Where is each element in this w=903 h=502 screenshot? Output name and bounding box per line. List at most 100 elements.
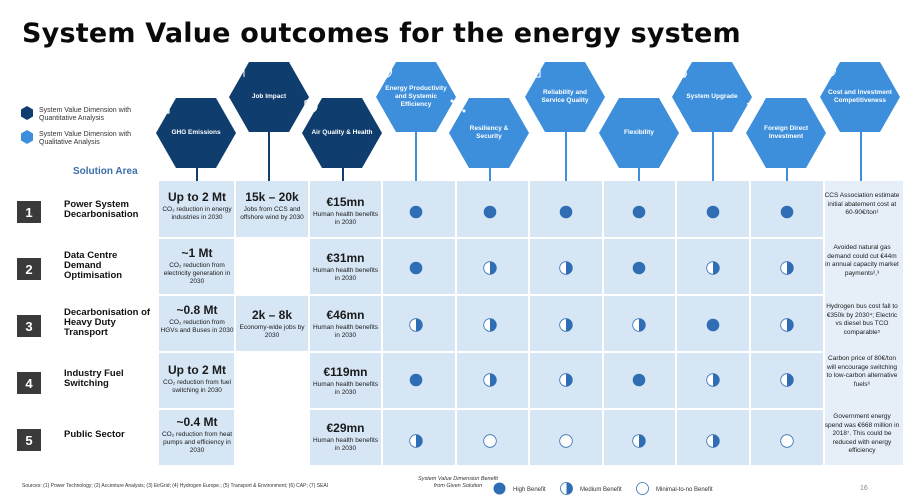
dimension-label: Job Impact: [251, 93, 287, 100]
high-benefit-dot: [632, 261, 646, 275]
minimal-benefit-label: Minimal-to-no Benefit: [656, 487, 713, 493]
medium-benefit-dot: [706, 373, 720, 387]
minimal-benefit-dot: [780, 434, 794, 448]
ghg-desc: CO₂ reduction from heat pumps and effici…: [161, 431, 233, 454]
dimension-system-upgrade: System Upgrade: [672, 62, 752, 132]
row-label: Decarbonisation of Heavy Duty Transport: [64, 307, 151, 338]
ghg-value: ~0.4 Mt: [176, 415, 218, 429]
dimension-energy-productivity: Energy Productivity and Systemic Efficie…: [376, 62, 456, 132]
medium-benefit-dot: [483, 318, 497, 332]
jobs-cell: 2k – 8k Economy-wide jobs by 2030: [236, 308, 308, 340]
high-benefit-dot: [706, 318, 720, 332]
high-benefit-dot: [780, 205, 794, 219]
factory-icon: [157, 98, 171, 114]
svg-text:$: $: [827, 66, 832, 75]
dimension-reliability: Reliability and Service Quality: [525, 62, 605, 132]
medium-benefit-dot: [780, 261, 794, 275]
legend-qualitative-label: System Value Dimension with Qualitative …: [39, 131, 132, 146]
benefit-legend-title: System Value Dimension Benefit from Give…: [418, 476, 498, 489]
dimension-flexibility: Flexibility: [599, 98, 679, 168]
note-cell: Avoided natural gas demand could cut €44…: [825, 244, 899, 277]
high-benefit-dot: [483, 205, 497, 219]
row-number: 4: [17, 372, 41, 394]
minimal-benefit-dot: [483, 434, 497, 448]
jobs-desc: Economy-wide jobs by 2030: [239, 324, 305, 339]
row-label: Data Centre Demand Optimisation: [64, 250, 123, 281]
medium-benefit-dot: [559, 373, 573, 387]
medium-benefit-dot: [409, 434, 423, 448]
note-cell: CCS Association estimate initial abateme…: [824, 192, 900, 216]
legend-qualitative: System Value Dimension with Qualitative …: [20, 130, 145, 147]
dimension-foreign-investment: Foreign Direct Investment: [746, 98, 826, 168]
high-benefit-dot: [632, 373, 646, 387]
dimension-label: Air Quality & Health: [311, 129, 373, 136]
ghg-value: ~1 Mt: [181, 246, 213, 260]
checklist-icon: [527, 62, 541, 78]
flex-arrow-icon: [604, 98, 615, 113]
dimension-label: Energy Productivity and Systemic Efficie…: [385, 85, 447, 108]
row-label: Industry Fuel Switching: [64, 368, 124, 389]
row-label: Public Sector: [64, 429, 125, 440]
high-benefit-dot: [559, 205, 573, 219]
dark-hexagon-icon: [21, 106, 33, 120]
medium-benefit-dot: [483, 261, 497, 275]
medium-benefit-label: Medium Benefit: [580, 487, 622, 493]
medium-benefit-dot: [559, 261, 573, 275]
jobs-desc: Jobs from CCS and offshore wind by 2030: [240, 206, 304, 221]
medium-benefit-dot: [483, 373, 497, 387]
dimension-resiliency-security: Resiliency & Security: [449, 98, 529, 168]
health-desc: Human health benefits in 2030: [312, 324, 379, 339]
jobs-empty-cell: [235, 238, 308, 294]
legend-quantitative: System Value Dimension with Quantitative…: [20, 106, 145, 123]
dimension-label: Foreign Direct Investment: [763, 125, 809, 140]
dimension-label: Flexibility: [624, 129, 654, 136]
ghg-cell: ~1 Mt CO₂ reduction from electricity gen…: [160, 246, 234, 286]
row-label: Power System Decarbonisation: [64, 199, 139, 220]
health-value: €15mn: [326, 195, 365, 209]
light-hexagon-icon: [21, 130, 33, 144]
jobs-cell: 15k – 20k Jobs from CCS and offshore win…: [236, 190, 308, 222]
dimension-cost-competitiveness: $ Cost and Investment Competitiveness: [820, 62, 900, 132]
medium-benefit-dot: [632, 434, 646, 448]
medium-benefit-dot: [706, 261, 720, 275]
dimension-job-impact: Job Impact: [229, 62, 309, 132]
solution-area-label: Solution Area: [73, 166, 138, 177]
page-title: System Value outcomes for the energy sys…: [22, 18, 741, 49]
ghg-value: ~0.8 Mt: [176, 303, 218, 317]
health-desc: Human health benefits in 2030: [312, 211, 379, 226]
grid-upgrade-icon: [674, 63, 688, 78]
people-icon: [231, 63, 245, 77]
medium-benefit-dot: [559, 318, 573, 332]
dimension-ghg-emissions: GHG Emissions: [156, 98, 236, 168]
health-desc: Human health benefits in 2030: [312, 381, 379, 396]
medium-benefit-icon: [560, 482, 573, 495]
health-cell: €29mn Human health benefits in 2030: [310, 421, 381, 453]
dimension-label: Resiliency & Security: [469, 125, 509, 140]
dimension-air-quality: Air Quality & Health: [302, 98, 382, 168]
health-cell: €46mn Human health benefits in 2030: [310, 308, 381, 340]
health-desc: Human health benefits in 2030: [312, 267, 379, 282]
minimal-benefit-icon: [636, 482, 649, 495]
note-cell: Carbon price of 80€/ton will encourage s…: [826, 355, 898, 388]
ghg-cell: ~0.4 Mt CO₂ reduction from heat pumps an…: [160, 415, 234, 455]
ghg-desc: CO₂ reduction from fuel switching in 203…: [163, 379, 231, 394]
dimension-label: System Upgrade: [686, 93, 738, 100]
medium-benefit-dot: [409, 318, 423, 332]
dimension-label: GHG Emissions: [171, 129, 221, 136]
ghg-value: Up to 2 Mt: [168, 190, 226, 204]
high-benefit-dot: [409, 261, 423, 275]
high-benefit-dot: [632, 205, 646, 219]
dimension-label: Cost and Investment Competitiveness: [828, 89, 892, 104]
dimension-label: Reliability and Service Quality: [541, 89, 589, 104]
row-number: 1: [17, 201, 41, 223]
health-desc: Human health benefits in 2030: [312, 437, 379, 452]
ghg-desc: CO₂ reduction from HGVs and Buses in 203…: [160, 319, 234, 334]
minimal-benefit-dot: [559, 434, 573, 448]
note-cell: Hydrogen bus cost fall to €350k by 2030⁴…: [826, 303, 898, 336]
ghg-cell: ~0.8 Mt CO₂ reduction from HGVs and Buse…: [160, 303, 234, 335]
health-shield-icon: [304, 98, 318, 114]
medium-benefit-dot: [780, 318, 794, 332]
network-icon: [450, 99, 466, 113]
cost-cycle-icon: $: [821, 62, 837, 78]
health-value: €31mn: [326, 251, 365, 265]
